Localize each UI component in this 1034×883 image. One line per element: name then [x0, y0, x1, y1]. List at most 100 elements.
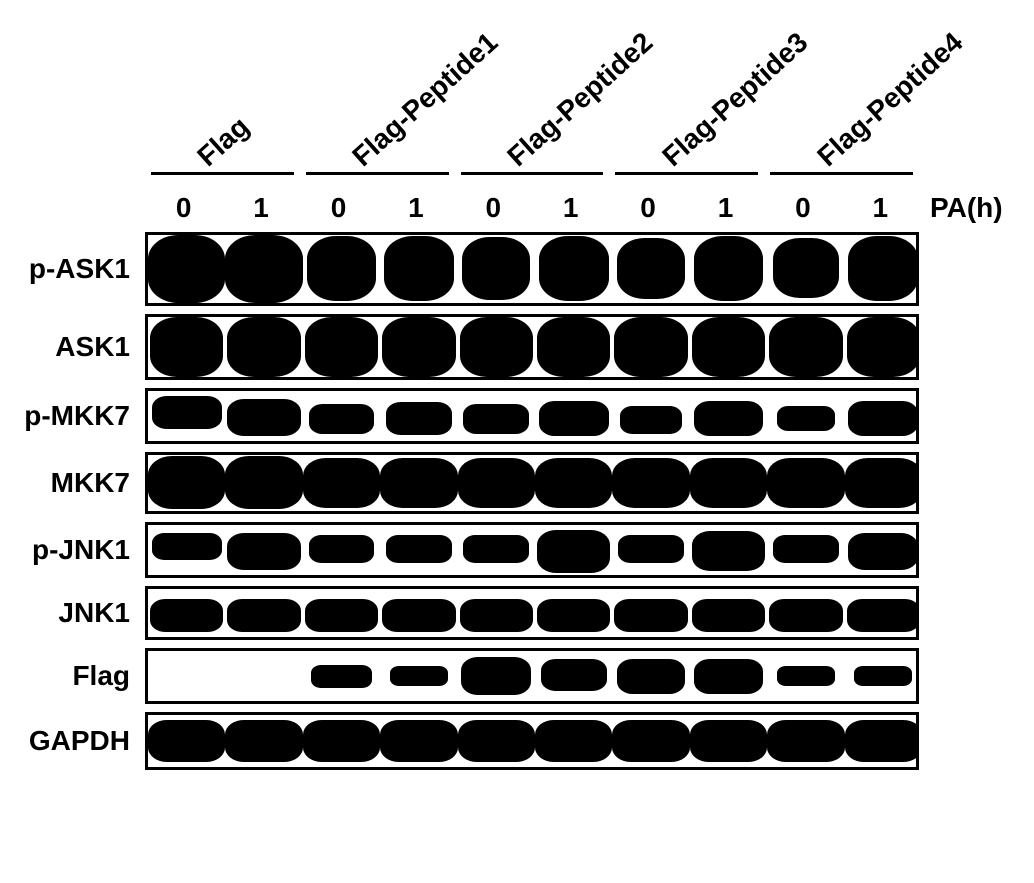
row-label: JNK1 [10, 597, 130, 629]
band [618, 535, 684, 563]
blot-row [145, 452, 919, 514]
group-header: Flag-Peptide1 [346, 26, 504, 173]
band [769, 317, 843, 377]
band [309, 535, 375, 563]
band [694, 236, 764, 301]
row-label: p-JNK1 [10, 534, 130, 566]
band [773, 535, 839, 563]
band [303, 458, 380, 508]
band [845, 458, 919, 508]
band [692, 317, 766, 377]
blot-row [145, 522, 919, 578]
band [539, 401, 609, 436]
band [390, 666, 448, 686]
band [847, 599, 919, 633]
blot-row [145, 314, 919, 380]
band [225, 235, 302, 303]
time-label: 1 [401, 192, 431, 224]
band [537, 317, 611, 377]
band [694, 401, 764, 436]
time-label: 1 [865, 192, 895, 224]
blot-row [145, 648, 919, 704]
band [150, 599, 224, 633]
band [305, 317, 379, 377]
band [148, 235, 225, 303]
group-header: Flag-Peptide2 [501, 26, 659, 173]
band [386, 402, 452, 435]
band [847, 317, 919, 377]
time-label: 1 [246, 192, 276, 224]
band [227, 599, 301, 633]
group-underline [615, 172, 758, 175]
band [225, 456, 302, 509]
time-label: 0 [169, 192, 199, 224]
row-label: GAPDH [10, 725, 130, 757]
band [690, 458, 767, 508]
band [386, 535, 452, 563]
band [769, 599, 843, 633]
row-label: p-ASK1 [10, 253, 130, 285]
band [535, 458, 612, 508]
blot-row [145, 586, 919, 640]
row-label: p-MKK7 [10, 400, 130, 432]
band [620, 406, 682, 434]
band [845, 720, 919, 762]
group-underline [461, 172, 604, 175]
band [458, 458, 535, 508]
band [535, 720, 612, 762]
group-underline [770, 172, 913, 175]
band [848, 533, 918, 571]
time-label: 0 [788, 192, 818, 224]
band [692, 599, 766, 633]
blot-row [145, 388, 919, 444]
band [614, 317, 688, 377]
group-header: Flag-Peptide3 [656, 26, 814, 173]
band [461, 657, 531, 695]
band [848, 236, 918, 301]
band [380, 720, 457, 762]
time-label: 0 [324, 192, 354, 224]
time-label: 0 [478, 192, 508, 224]
band [690, 720, 767, 762]
pa-label: PA(h) [930, 192, 1003, 224]
band [152, 396, 222, 429]
row-label: MKK7 [10, 467, 130, 499]
band [225, 720, 302, 762]
band [539, 236, 609, 301]
band [227, 317, 301, 377]
row-label: ASK1 [10, 331, 130, 363]
band [303, 720, 380, 762]
group-underline [151, 172, 294, 175]
group-header: Flag [192, 111, 256, 173]
band [382, 599, 456, 633]
band [148, 456, 225, 509]
band [463, 535, 529, 563]
band [537, 599, 611, 633]
blot-row [145, 712, 919, 770]
band [148, 720, 225, 762]
band [463, 404, 529, 434]
band [617, 238, 685, 299]
band [152, 533, 222, 561]
band [848, 401, 918, 436]
band [462, 237, 530, 300]
band [694, 659, 762, 694]
band [541, 659, 607, 692]
band [382, 317, 456, 377]
band [311, 665, 373, 688]
band [612, 720, 689, 762]
group-header: Flag-Peptide4 [811, 26, 969, 173]
band [617, 659, 685, 694]
band [384, 236, 454, 301]
band [150, 317, 224, 377]
band [767, 720, 844, 762]
row-label: Flag [10, 660, 130, 692]
band [309, 404, 375, 434]
group-underline [306, 172, 449, 175]
band [305, 599, 379, 633]
band [537, 530, 611, 573]
blot-row [145, 232, 919, 306]
time-label: 0 [633, 192, 663, 224]
band [777, 666, 835, 686]
band [458, 720, 535, 762]
